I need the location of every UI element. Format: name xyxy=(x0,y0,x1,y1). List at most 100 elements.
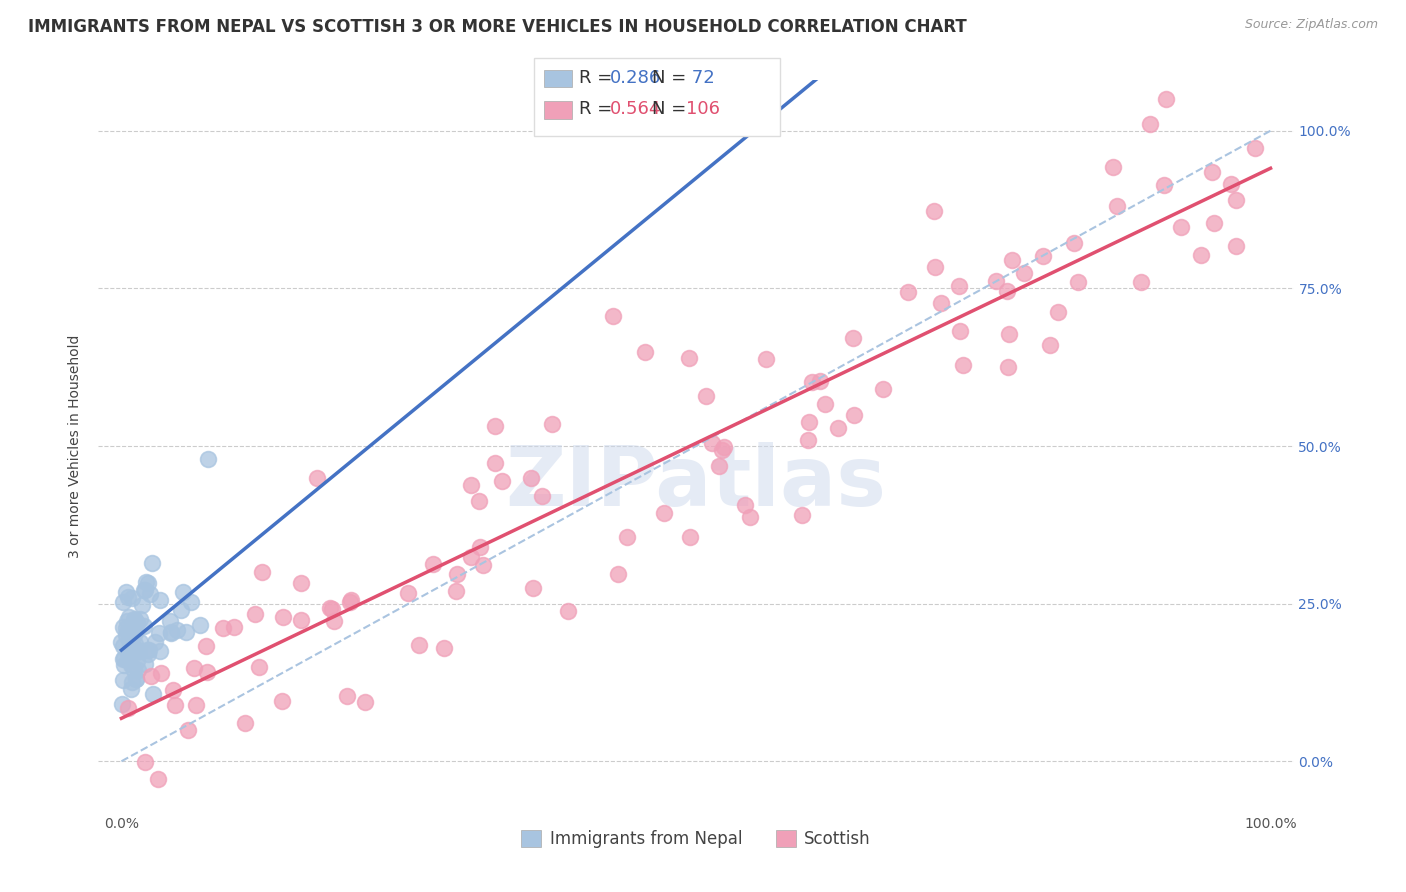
Point xyxy=(1001,252,1024,267)
Point xyxy=(695,389,717,403)
Point xyxy=(460,478,482,492)
Point xyxy=(422,557,444,571)
Point xyxy=(127,663,149,677)
Point xyxy=(117,591,139,605)
Point xyxy=(120,657,142,672)
Point xyxy=(468,540,491,554)
Point xyxy=(148,626,170,640)
Point xyxy=(1139,117,1161,131)
Point xyxy=(159,615,181,629)
Point xyxy=(188,618,211,632)
Point xyxy=(290,576,312,591)
Point xyxy=(446,567,468,582)
Point xyxy=(120,637,142,651)
Point xyxy=(110,635,132,649)
Point xyxy=(125,643,148,657)
Point xyxy=(491,474,513,488)
Point xyxy=(122,626,145,640)
Point xyxy=(197,451,219,466)
Point xyxy=(122,612,145,626)
Point xyxy=(678,351,700,365)
Point xyxy=(121,645,143,659)
Point xyxy=(531,489,554,503)
Point xyxy=(1032,249,1054,263)
Text: R =: R = xyxy=(579,100,619,118)
Point xyxy=(125,616,148,631)
Point xyxy=(468,494,491,508)
Point xyxy=(520,471,543,485)
Point xyxy=(738,510,761,524)
Point xyxy=(322,614,344,628)
Point xyxy=(121,674,143,689)
Point xyxy=(1225,193,1247,207)
Point xyxy=(195,640,218,654)
Point xyxy=(172,585,194,599)
Point xyxy=(134,657,156,671)
Point xyxy=(319,600,342,615)
Point xyxy=(111,620,134,634)
Point xyxy=(118,610,141,624)
Point xyxy=(471,558,494,573)
Point xyxy=(124,614,146,628)
Point xyxy=(124,637,146,651)
Point xyxy=(336,689,359,703)
Point xyxy=(117,653,139,667)
Point xyxy=(841,331,863,345)
Text: 0.564: 0.564 xyxy=(610,100,662,118)
Point xyxy=(131,599,153,613)
Point xyxy=(115,628,138,642)
Point xyxy=(247,659,270,673)
Point xyxy=(111,673,134,688)
Point xyxy=(1063,235,1085,250)
Point xyxy=(707,459,730,474)
Point xyxy=(952,359,974,373)
Point xyxy=(634,345,657,359)
Point xyxy=(872,383,894,397)
Point xyxy=(148,643,170,657)
Point xyxy=(112,651,135,665)
Point xyxy=(243,607,266,622)
Text: 106: 106 xyxy=(686,100,720,118)
Point xyxy=(134,756,156,770)
Point xyxy=(1156,92,1178,106)
Point xyxy=(984,274,1007,288)
Point xyxy=(702,435,724,450)
Point xyxy=(444,584,467,599)
Point xyxy=(142,687,165,701)
Point xyxy=(1220,177,1243,191)
Point xyxy=(235,715,257,730)
Point xyxy=(222,620,245,634)
Point xyxy=(149,666,172,681)
Point xyxy=(134,583,156,598)
Point xyxy=(354,694,377,708)
Y-axis label: 3 or more Vehicles in Household: 3 or more Vehicles in Household xyxy=(69,334,83,558)
Point xyxy=(995,285,1018,299)
Point xyxy=(132,618,155,632)
Point xyxy=(948,279,970,293)
Point xyxy=(711,442,734,457)
Point xyxy=(115,614,138,628)
Point xyxy=(121,591,143,605)
Point xyxy=(136,643,159,657)
Point xyxy=(827,421,849,435)
Point xyxy=(163,698,186,712)
Point xyxy=(1129,276,1152,290)
Point xyxy=(792,508,814,522)
Point xyxy=(998,327,1021,342)
Point xyxy=(1170,219,1192,234)
Point xyxy=(141,556,163,570)
Point xyxy=(166,623,188,637)
Point xyxy=(307,470,329,484)
Point xyxy=(1039,337,1062,351)
Point xyxy=(177,723,200,738)
Point xyxy=(112,639,135,653)
Point xyxy=(112,658,135,673)
Point xyxy=(120,682,142,697)
Point xyxy=(149,593,172,607)
Point xyxy=(1102,160,1125,174)
Point xyxy=(136,575,159,590)
Point xyxy=(273,610,295,624)
Point xyxy=(115,621,138,635)
Point xyxy=(136,647,159,661)
Point xyxy=(808,374,831,388)
